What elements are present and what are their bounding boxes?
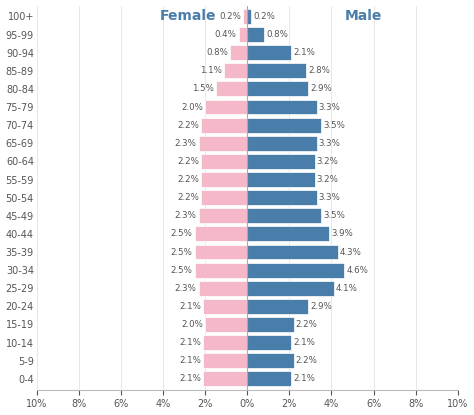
Bar xyxy=(195,244,247,259)
Bar xyxy=(247,81,308,96)
Text: 2.8%: 2.8% xyxy=(308,66,330,75)
Text: 3.3%: 3.3% xyxy=(319,139,341,148)
Bar xyxy=(247,9,251,24)
Text: 3.3%: 3.3% xyxy=(319,193,341,202)
Bar xyxy=(201,190,247,205)
Text: 2.3%: 2.3% xyxy=(175,284,197,293)
Bar xyxy=(199,136,247,151)
Bar xyxy=(247,172,315,187)
Text: 3.3%: 3.3% xyxy=(319,103,341,112)
Bar xyxy=(230,45,247,60)
Text: 2.1%: 2.1% xyxy=(179,356,201,365)
Bar xyxy=(247,263,344,278)
Text: 2.1%: 2.1% xyxy=(179,302,201,311)
Text: 3.5%: 3.5% xyxy=(323,211,345,220)
Bar xyxy=(247,353,293,368)
Bar xyxy=(216,81,247,96)
Text: 4.3%: 4.3% xyxy=(340,247,362,256)
Text: 2.0%: 2.0% xyxy=(181,320,203,329)
Bar xyxy=(239,27,247,42)
Bar xyxy=(195,263,247,278)
Text: 2.2%: 2.2% xyxy=(296,356,318,365)
Bar xyxy=(195,227,247,241)
Text: 2.5%: 2.5% xyxy=(171,266,192,275)
Bar xyxy=(247,281,334,295)
Bar xyxy=(201,118,247,132)
Bar xyxy=(247,317,293,332)
Text: 2.1%: 2.1% xyxy=(293,48,315,57)
Text: 0.2%: 0.2% xyxy=(254,12,275,21)
Bar xyxy=(205,100,247,115)
Text: 2.9%: 2.9% xyxy=(310,84,332,93)
Bar xyxy=(247,190,317,205)
Bar xyxy=(247,118,321,132)
Bar xyxy=(199,281,247,295)
Text: 2.2%: 2.2% xyxy=(177,175,199,184)
Text: 2.5%: 2.5% xyxy=(171,229,192,238)
Text: 2.3%: 2.3% xyxy=(175,139,197,148)
Bar xyxy=(203,371,247,386)
Text: 2.1%: 2.1% xyxy=(179,374,201,383)
Bar xyxy=(247,371,292,386)
Text: 2.2%: 2.2% xyxy=(296,320,318,329)
Text: Male: Male xyxy=(344,10,382,23)
Bar xyxy=(247,63,306,78)
Bar xyxy=(247,335,292,350)
Bar xyxy=(247,154,315,169)
Text: 0.8%: 0.8% xyxy=(266,30,288,39)
Bar xyxy=(247,244,338,259)
Bar xyxy=(199,208,247,223)
Text: 3.2%: 3.2% xyxy=(317,157,338,166)
Bar xyxy=(201,154,247,169)
Bar xyxy=(224,63,247,78)
Bar xyxy=(247,27,264,42)
Bar xyxy=(203,353,247,368)
Text: 1.1%: 1.1% xyxy=(200,66,222,75)
Text: 3.5%: 3.5% xyxy=(323,121,345,129)
Bar xyxy=(247,100,317,115)
Text: 0.8%: 0.8% xyxy=(206,48,228,57)
Bar xyxy=(247,227,329,241)
Text: 2.1%: 2.1% xyxy=(179,338,201,347)
Text: 4.6%: 4.6% xyxy=(346,266,368,275)
Bar xyxy=(201,172,247,187)
Bar xyxy=(203,335,247,350)
Text: 2.2%: 2.2% xyxy=(177,121,199,129)
Bar xyxy=(205,317,247,332)
Text: 2.3%: 2.3% xyxy=(175,211,197,220)
Text: 2.1%: 2.1% xyxy=(293,338,315,347)
Text: 2.5%: 2.5% xyxy=(171,247,192,256)
Bar xyxy=(247,136,317,151)
Text: 3.9%: 3.9% xyxy=(331,229,353,238)
Bar xyxy=(243,9,247,24)
Text: 0.2%: 0.2% xyxy=(219,12,241,21)
Text: 2.2%: 2.2% xyxy=(177,157,199,166)
Text: 2.9%: 2.9% xyxy=(310,302,332,311)
Text: 3.2%: 3.2% xyxy=(317,175,338,184)
Text: 2.2%: 2.2% xyxy=(177,193,199,202)
Text: 2.0%: 2.0% xyxy=(181,103,203,112)
Bar xyxy=(247,299,308,314)
Bar xyxy=(203,299,247,314)
Text: 4.1%: 4.1% xyxy=(336,284,357,293)
Text: 2.1%: 2.1% xyxy=(293,374,315,383)
Text: 0.4%: 0.4% xyxy=(215,30,237,39)
Bar xyxy=(247,45,292,60)
Text: 1.5%: 1.5% xyxy=(191,84,214,93)
Bar xyxy=(247,208,321,223)
Text: Female: Female xyxy=(160,10,217,23)
